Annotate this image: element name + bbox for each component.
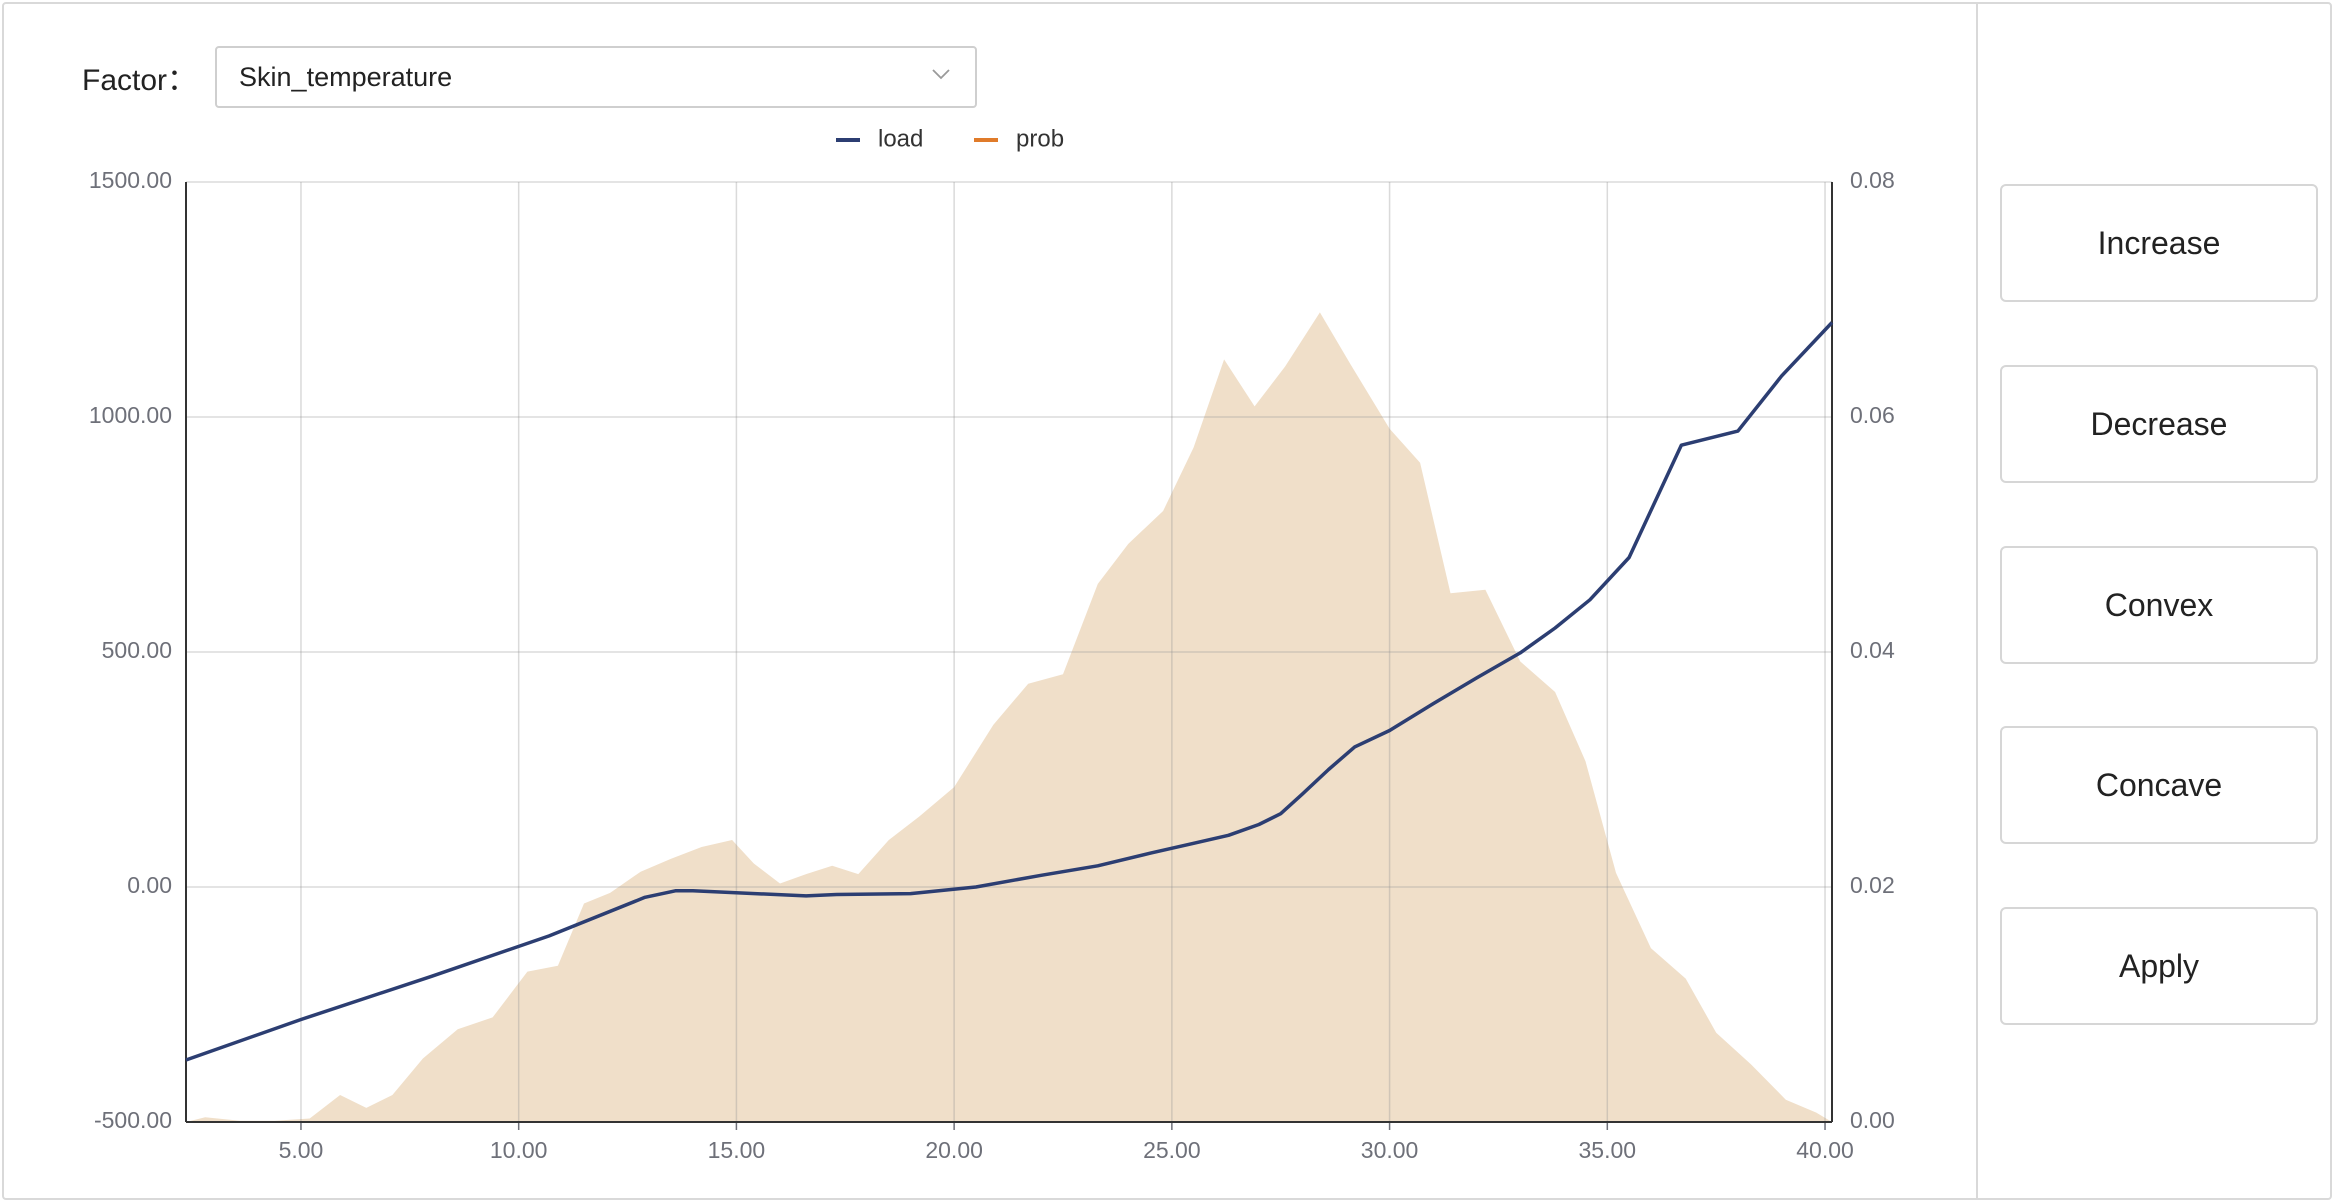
y-left-tick-label: -500.00 (94, 1107, 172, 1133)
x-tick-label: 10.00 (490, 1137, 548, 1163)
x-tick-label: 35.00 (1579, 1137, 1637, 1163)
convex-button[interactable]: Convex (2000, 546, 2318, 664)
x-tick-label: 15.00 (708, 1137, 766, 1163)
load-line-series (185, 321, 1834, 1062)
y-right-tick-label: 0.02 (1850, 872, 1895, 898)
y-left-tick-label: 500.00 (102, 637, 172, 663)
y-left-tick-label: 1500.00 (89, 167, 172, 193)
apply-button[interactable]: Apply (2000, 907, 2318, 1025)
x-tick-label: 30.00 (1361, 1137, 1419, 1163)
y-right-tick-label: 0.06 (1850, 402, 1895, 428)
decrease-button[interactable]: Decrease (2000, 365, 2318, 483)
y-right-tick-label: 0.00 (1850, 1107, 1895, 1133)
factor-selected-value: Skin_temperature (239, 61, 453, 92)
prob-area-series (186, 312, 1832, 1122)
x-tick-label: 25.00 (1143, 1137, 1201, 1163)
y-left-tick-label: 1000.00 (89, 402, 172, 428)
x-tick-label: 20.00 (925, 1137, 983, 1163)
factor-label: Factor： (82, 64, 198, 97)
concave-button[interactable]: Concave (2000, 726, 2318, 844)
chart-area: 1500.00 0.08 1000.00 0.06 500.00 0.04 0.00 0.02… (4, 114, 1976, 1204)
y-right-tick-label: 0.04 (1850, 637, 1895, 663)
chevron-down-icon (932, 69, 950, 80)
y-left-tick-label: 0.00 (127, 872, 172, 898)
x-tick-label: 5.00 (279, 1137, 324, 1163)
y-right-tick-label: 0.08 (1850, 167, 1895, 193)
load-prob-chart: 1500.00 0.08 1000.00 0.06 500.00 0.04 0.00 0.02… (89, 125, 1895, 1163)
factor-select[interactable]: Skin_temperature (215, 46, 978, 108)
action-sidebar: Increase Decrease Convex Concave Apply (1976, 4, 2330, 1198)
factor-row: Factor： Skin_temperature (82, 46, 978, 108)
legend-label-prob: prob (1016, 125, 1064, 152)
increase-button[interactable]: Increase (2000, 184, 2318, 302)
legend-label-load: load (878, 125, 923, 152)
chart-panel: Factor： Skin_temperature 1500.00 0.08 1000… (4, 4, 1976, 1198)
x-tick-label: 40.00 (1796, 1137, 1854, 1163)
